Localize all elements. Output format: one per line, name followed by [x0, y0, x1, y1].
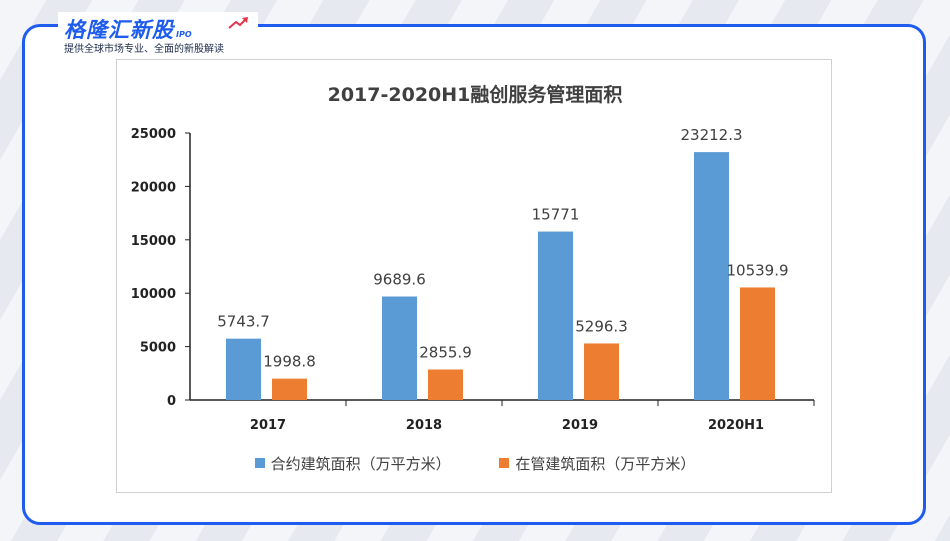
bar [740, 287, 775, 400]
chart-legend: 合约建筑面积（万平方米） 在管建筑面积（万平方米） [0, 453, 950, 474]
legend-label-contracted: 合约建筑面积（万平方米） [270, 455, 451, 473]
brand-ipo: IPO [176, 30, 192, 39]
x-tick-label: 2017 [250, 418, 286, 433]
legend-item-managed: 在管建筑面积（万平方米） [499, 453, 695, 474]
x-tick-label: 2018 [406, 418, 442, 433]
legend-item-contracted: 合约建筑面积（万平方米） [254, 453, 451, 474]
data-label: 23212.3 [680, 126, 742, 144]
brand-logo: 格隆汇新股 IPO 提供全球市场专业、全面的新股解读 [58, 12, 258, 56]
bar [428, 369, 463, 400]
brand-tagline: 提供全球市场专业、全面的新股解读 [64, 44, 224, 55]
y-tick-label: 15000 [131, 234, 176, 249]
data-label: 5296.3 [575, 317, 628, 335]
bar [226, 338, 261, 400]
x-tick-label: 2019 [562, 418, 598, 433]
legend-swatch-contracted [254, 458, 265, 468]
data-label: 1998.8 [263, 353, 316, 371]
legend-swatch-managed [499, 458, 510, 468]
bar [272, 378, 307, 400]
x-tick-label: 2020H1 [708, 418, 764, 433]
y-tick-label: 25000 [131, 127, 176, 142]
y-tick-label: 0 [167, 394, 176, 409]
bar [538, 231, 573, 400]
data-label: 9689.6 [373, 271, 426, 289]
legend-label-managed: 在管建筑面积（万平方米） [515, 455, 696, 473]
chart-title: 2017-2020H1融创服务管理面积 [327, 84, 623, 106]
bar [694, 152, 729, 400]
y-tick-label: 20000 [131, 180, 176, 195]
y-tick-label: 10000 [131, 287, 176, 302]
bar [584, 343, 619, 400]
bar [382, 296, 417, 400]
data-label: 2855.9 [419, 343, 472, 361]
brand-name: 格隆汇新股 [64, 18, 174, 42]
trend-arrow-icon [228, 17, 248, 29]
data-label: 10539.9 [726, 261, 788, 279]
data-label: 5743.7 [217, 313, 270, 331]
y-tick-label: 5000 [140, 341, 176, 356]
data-label: 15771 [532, 206, 580, 224]
